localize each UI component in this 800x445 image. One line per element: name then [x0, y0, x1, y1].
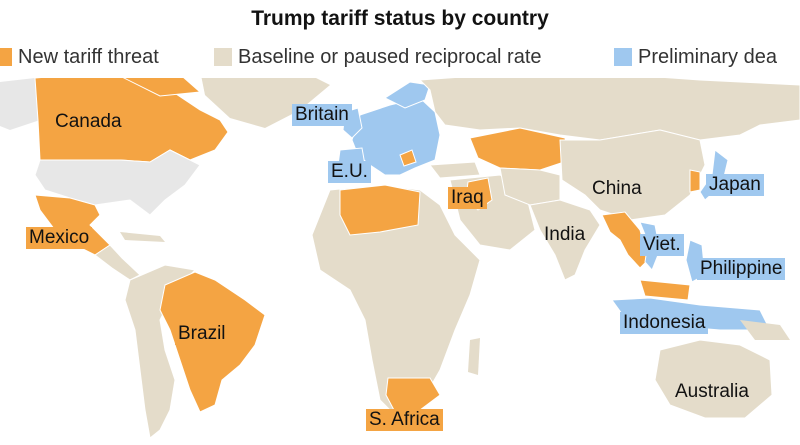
india: [529, 199, 601, 281]
label-mexico: Mexico: [26, 227, 93, 249]
legend-label-threat: New tariff threat: [18, 45, 159, 68]
central-america: [94, 244, 141, 281]
legend: New tariff threat Baseline or paused rec…: [0, 44, 800, 70]
map-title: Trump tariff status by country: [251, 7, 549, 30]
legend-item-baseline: Baseline or paused reciprocal rate: [214, 44, 542, 70]
southeast-asia-threat: [601, 211, 649, 269]
balkans: [399, 149, 417, 167]
label-iraq: Iraq: [448, 187, 487, 209]
south-africa: [385, 377, 441, 413]
alaska: [0, 78, 40, 130]
legend-label-baseline: Baseline or paused reciprocal rate: [238, 45, 542, 68]
madagascar: [468, 338, 480, 375]
label-china: China: [592, 178, 642, 199]
united-states: [34, 149, 201, 216]
label-s-africa: S. Africa: [366, 409, 443, 431]
label-india: India: [544, 224, 586, 245]
australia: [654, 339, 773, 419]
china: [559, 129, 706, 221]
canada-islands: [122, 78, 202, 97]
kazakhstan: [469, 127, 571, 171]
malaysia: [639, 279, 691, 301]
legend-item-deal: Preliminary dea: [614, 44, 777, 70]
label-japan: Japan: [706, 174, 764, 196]
label-viet: Viet.: [640, 234, 684, 256]
legend-swatch-baseline: [214, 48, 232, 66]
label-canada: Canada: [52, 111, 125, 133]
legend-swatch-deal: [614, 48, 632, 66]
legend-swatch-threat: [0, 48, 12, 66]
new-guinea: [740, 320, 790, 340]
label-britain: Britain: [292, 104, 352, 126]
label-philippines: Philippine: [697, 258, 786, 280]
legend-item-threat: New tariff threat: [0, 44, 159, 70]
label-indonesia: Indonesia: [620, 312, 709, 334]
turkey: [429, 161, 481, 179]
label-eu: E.U.: [328, 161, 371, 183]
legend-label-deal: Preliminary dea: [638, 45, 777, 68]
label-brazil: Brazil: [175, 323, 229, 345]
world-map: [0, 78, 800, 439]
russia: [418, 78, 800, 141]
scandinavia: [383, 81, 431, 109]
caribbean: [120, 232, 165, 242]
korea: [689, 169, 701, 193]
greenland: [201, 78, 330, 128]
label-australia: Australia: [675, 381, 749, 402]
algeria-libya: [339, 184, 421, 236]
